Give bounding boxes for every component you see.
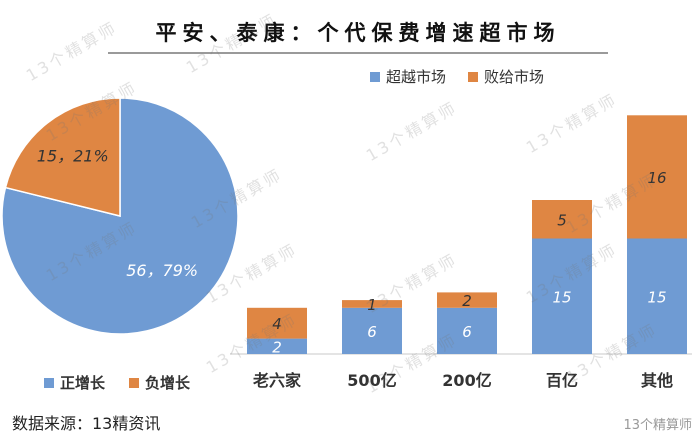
x-tick-label: 百亿 [546,371,578,390]
legend-swatch-orange [129,377,140,388]
pie-legend: 正增长 负增长 [44,372,190,393]
legend-swatch-orange [468,71,479,82]
legend-item-negative: 负增长 [129,372,190,393]
title-underline [108,52,608,54]
bar-data-label: 4 [272,315,282,333]
x-tick-label: 200亿 [442,371,491,390]
bar-legend: 超越市场 败给市场 [370,66,544,87]
legend-label: 超越市场 [386,68,447,86]
bar-segment-beat-market [342,307,402,354]
bar-segment-lose-market [437,292,497,308]
bar-data-label: 5 [557,211,567,229]
pie-slice-positive [1,97,239,335]
data-source: 数据来源：13精资讯 [12,414,161,433]
bar-data-label: 1 [367,296,377,314]
bar-data-label: 16 [647,169,666,187]
x-tick-label: 其他 [641,371,673,390]
bar-segment-lose-market [247,307,307,339]
legend-item-beat-market: 超越市场 [370,66,446,87]
legend-item-positive: 正增长 [44,372,105,393]
legend-label: 负增长 [145,374,191,392]
bar-data-label: 6 [462,323,472,341]
bar-data-label: 2 [272,338,282,356]
bar-segment-lose-market [627,115,687,239]
bar-data-label: 15 [647,288,666,306]
pie-slice-negative [4,97,121,217]
legend-item-lose-market: 败给市场 [468,66,544,87]
chart-title: 平安、泰康：个代保费增速超市场 [155,21,561,45]
pie-data-label: 56，79% [126,261,198,280]
bar-data-label: 15 [552,288,571,306]
legend-swatch-blue [370,71,380,82]
pie-data-label: 15，21% [37,147,109,166]
bar-segment-lose-market [532,200,592,239]
bar-segment-lose-market [342,300,402,308]
watermark-signature: 13个精算师 [623,418,692,433]
legend-swatch-blue [44,377,54,388]
bar-segment-beat-market [532,238,592,354]
bar-segment-beat-market [627,238,687,354]
legend-label: 败给市场 [484,68,545,86]
bar-segment-beat-market [247,338,307,354]
bar-data-label: 2 [462,292,472,310]
bar-data-label: 6 [367,323,377,341]
x-tick-label: 500亿 [347,371,396,390]
x-tick-label: 老六家 [252,371,302,390]
legend-label: 正增长 [60,374,106,392]
bar-segment-beat-market [437,307,497,354]
